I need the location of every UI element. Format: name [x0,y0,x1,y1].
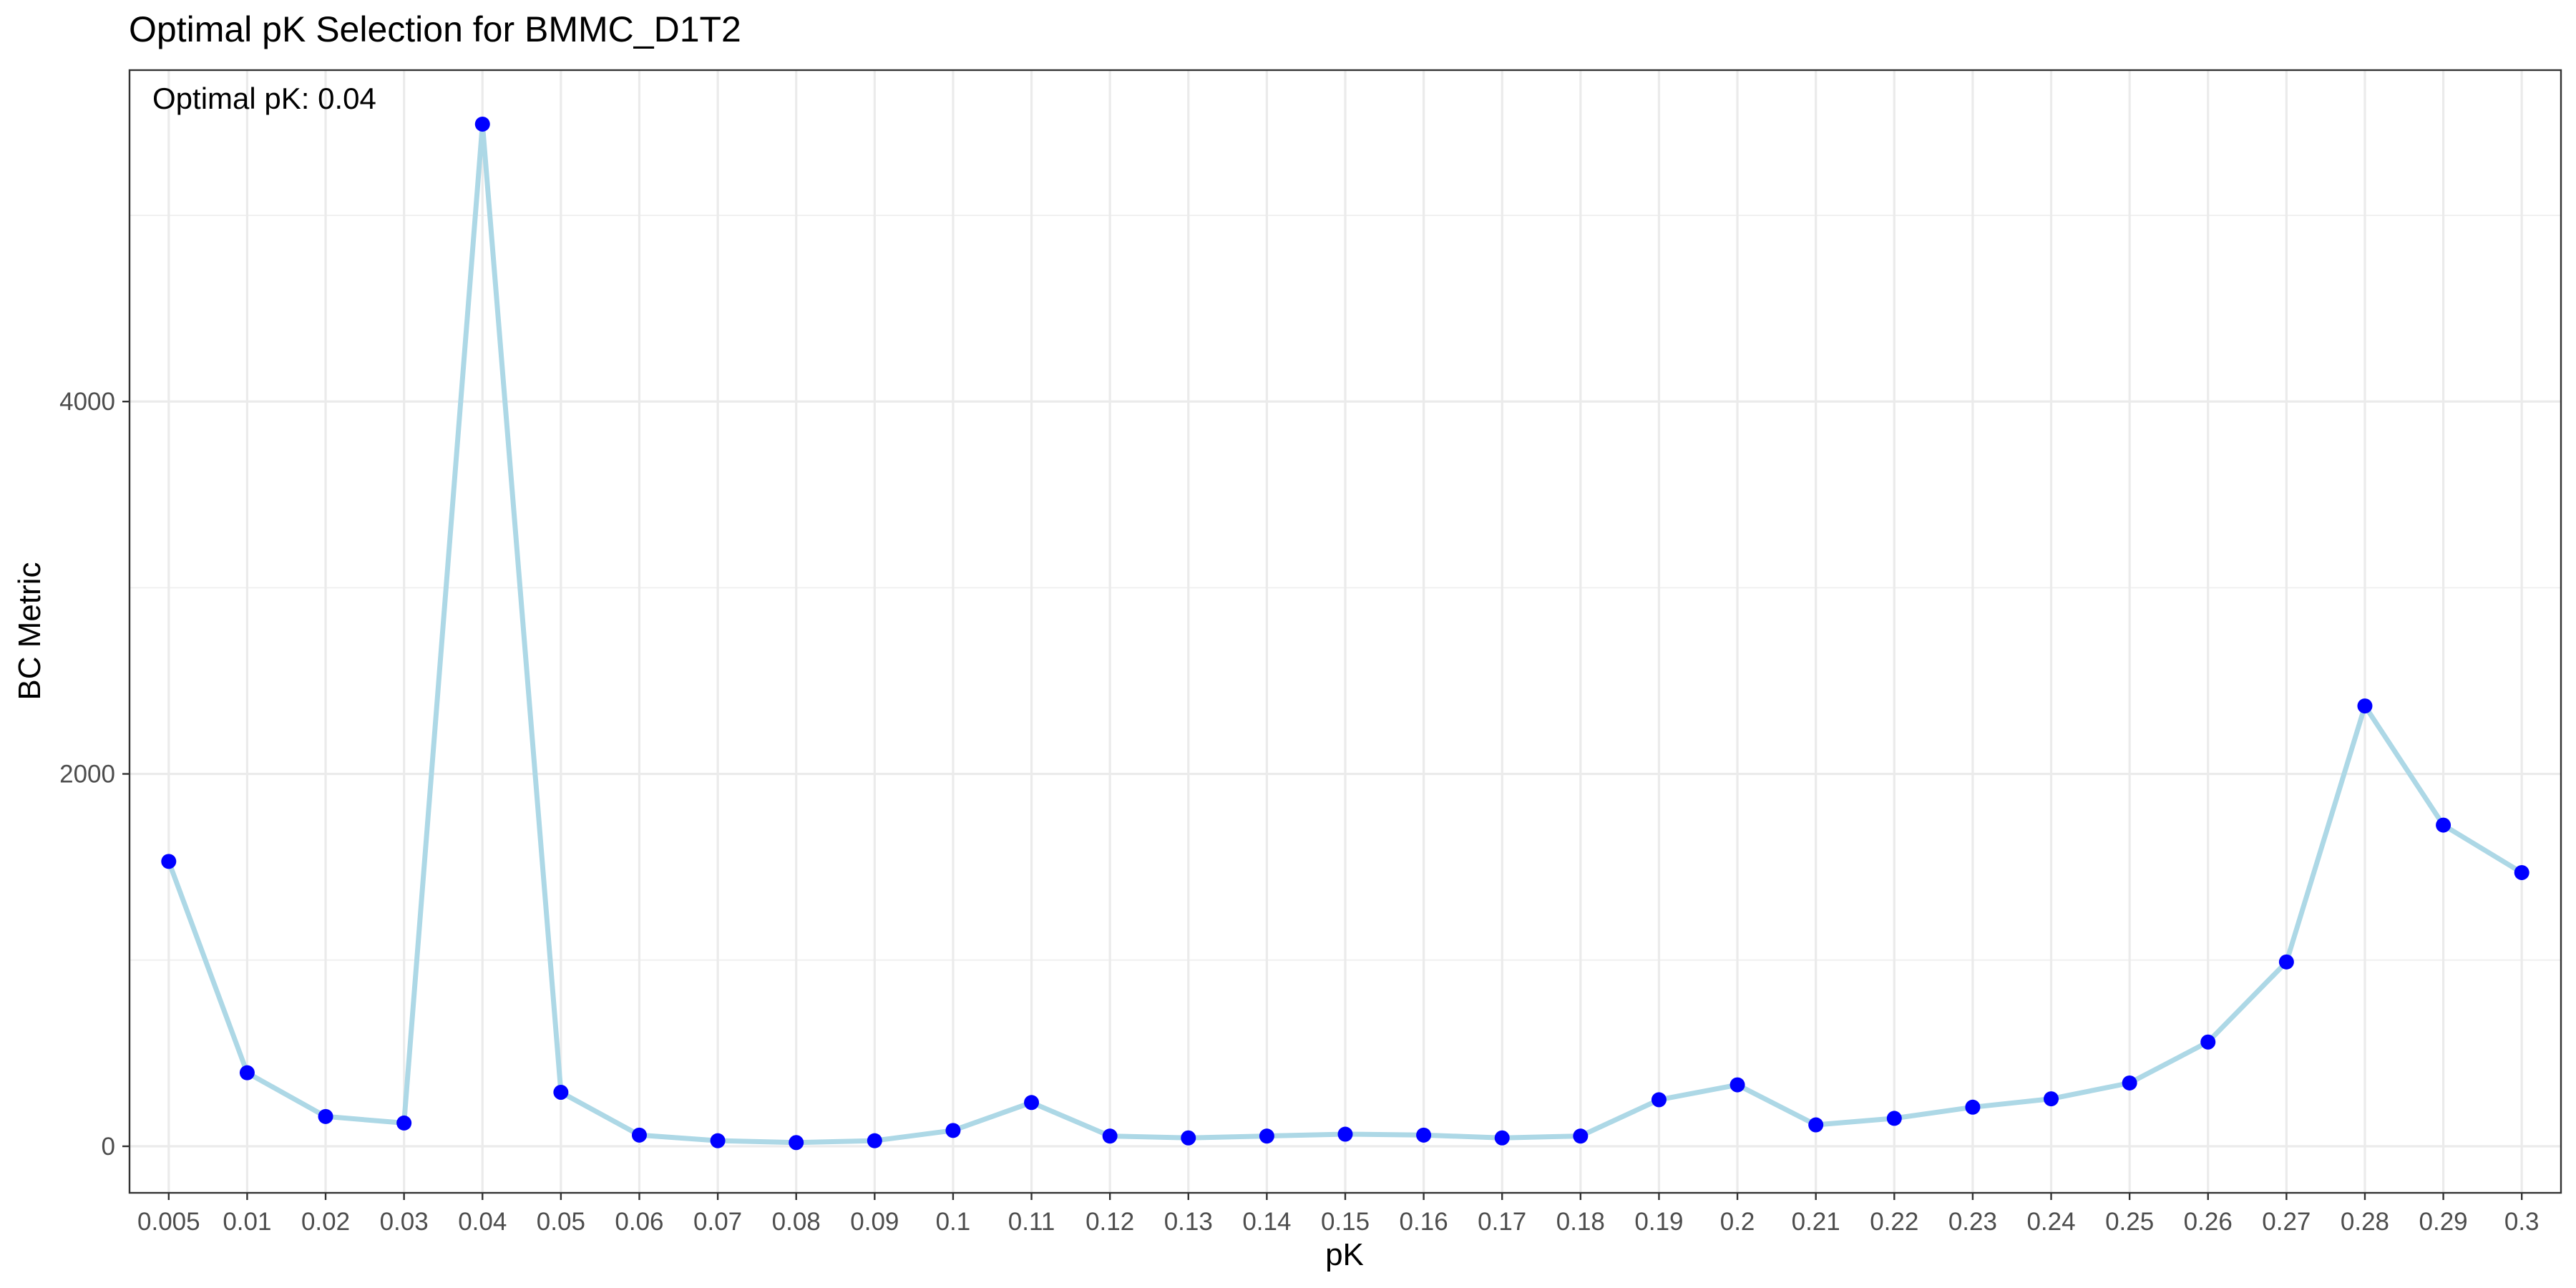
data-point-0.24 [2044,1091,2059,1107]
x-tick-label: 0.14 [1242,1208,1291,1236]
x-tick-label: 0.22 [1870,1208,1918,1236]
data-point-0.22 [1886,1111,1902,1126]
y-axis-ticks: 0 2000 4000 [59,388,130,1161]
data-point-0.01 [239,1065,255,1080]
data-point-0.3 [2514,864,2529,880]
x-tick-label: 0.16 [1400,1208,1448,1236]
x-tick-label: 0.25 [2105,1208,2154,1236]
x-tick-label: 0.09 [850,1208,899,1236]
data-point-0.2 [1729,1077,1745,1093]
grid-lines [130,70,2561,1193]
data-point-0.08 [789,1135,804,1151]
x-tick-label: 0.12 [1085,1208,1134,1236]
y-axis-label: BC Metric [12,562,47,700]
x-axis-ticks: 0.005 0.01 0.02 0.03 0.04 0.05 0.06 0.07 0.08 0.0… [137,1193,2540,1236]
data-point-0.28 [2357,698,2373,714]
data-point-0.05 [553,1084,569,1100]
x-tick-label: 0.07 [693,1208,742,1236]
data-point-0.19 [1651,1092,1667,1108]
optimal-pk-annotation: Optimal pK: 0.04 [152,82,376,115]
data-point-0.04 [474,116,490,132]
x-tick-label: 0.1 [936,1208,971,1236]
data-point-0.27 [2278,954,2294,970]
x-tick-label: 0.23 [1948,1208,1997,1236]
x-tick-label: 0.15 [1321,1208,1370,1236]
data-point-0.26 [2200,1034,2216,1050]
x-tick-label: 0.24 [2026,1208,2075,1236]
data-point-0.09 [867,1133,882,1148]
data-points [161,116,2529,1151]
data-point-0.16 [1416,1127,1432,1143]
data-point-0.15 [1337,1126,1353,1142]
y-tick-label: 0 [102,1133,115,1161]
x-tick-label: 0.29 [2419,1208,2468,1236]
x-tick-label: 0.28 [2341,1208,2389,1236]
x-tick-label: 0.17 [1478,1208,1526,1236]
x-tick-label: 0.11 [1008,1208,1055,1236]
data-point-0.12 [1102,1128,1118,1144]
data-point-0.13 [1181,1130,1196,1146]
x-tick-label: 0.3 [2504,1208,2540,1236]
x-tick-label: 0.05 [537,1208,585,1236]
data-point-0.17 [1494,1130,1510,1146]
data-point-0.29 [2436,817,2451,833]
x-tick-label: 0.04 [458,1208,507,1236]
data-point-0.14 [1259,1128,1274,1144]
data-point-0.02 [318,1108,333,1124]
data-point-0.1 [945,1123,961,1138]
chart-title: Optimal pK Selection for BMMC_D1T2 [129,9,741,49]
x-tick-label: 0.01 [223,1208,271,1236]
y-tick-label: 2000 [59,761,115,789]
x-tick-label: 0.21 [1792,1208,1840,1236]
data-point-0.18 [1573,1128,1589,1144]
x-tick-label: 0.26 [2184,1208,2233,1236]
x-tick-label: 0.19 [1634,1208,1683,1236]
data-point-0.21 [1808,1117,1824,1133]
data-point-0.03 [396,1115,412,1131]
y-tick-label: 4000 [59,388,115,416]
x-tick-label: 0.2 [1720,1208,1755,1236]
x-tick-label: 0.03 [380,1208,429,1236]
data-point-0.06 [631,1127,647,1143]
x-tick-label: 0.06 [615,1208,663,1236]
x-tick-label: 0.13 [1164,1208,1213,1236]
x-axis-label: pK [1325,1237,1364,1272]
x-tick-label: 0.18 [1556,1208,1605,1236]
x-tick-label: 0.02 [301,1208,350,1236]
data-point-0.07 [710,1133,726,1148]
x-tick-label: 0.08 [772,1208,821,1236]
data-point-0.25 [2122,1075,2137,1091]
data-point-0.23 [1965,1099,1981,1115]
data-point-0.005 [161,854,177,869]
x-tick-label: 0.27 [2262,1208,2311,1236]
x-tick-label: 0.005 [137,1208,200,1236]
data-point-0.11 [1024,1095,1040,1111]
